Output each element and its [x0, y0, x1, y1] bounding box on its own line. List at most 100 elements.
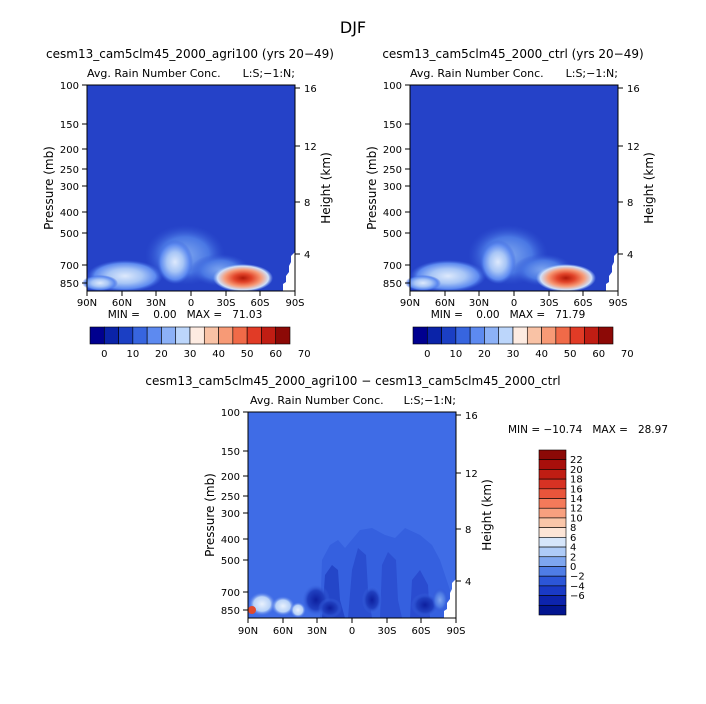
y-tick-label: 700 [60, 261, 79, 272]
colorbar-swatch [246, 326, 262, 345]
stats-text: MIN = 0.00 MAX = 71.79 [431, 309, 586, 321]
y-tick-label: 850 [221, 606, 240, 617]
height-tick-label: 4 [465, 577, 471, 588]
y-tick-label: 400 [221, 535, 240, 546]
colorbar-swatch [203, 326, 219, 345]
colorbar-swatch [469, 326, 485, 345]
colorbar-swatch [569, 326, 585, 345]
y-tick-label: 150 [60, 120, 79, 131]
colorbar-swatch [218, 326, 234, 345]
y-tick-label: 500 [221, 556, 240, 567]
height-tick-label: 4 [627, 250, 633, 261]
x-tick-label: 0 [349, 626, 355, 637]
panel-agri100: cesm13_cam5clm45_2000_agri100 (yrs 20−49… [42, 47, 334, 360]
colorbar-swatch [441, 326, 457, 345]
colorbar-swatch [146, 326, 162, 345]
units-label: L:S;−1:N; [243, 67, 295, 80]
colorbar-label: 4 [570, 543, 576, 554]
colorbar-swatch [526, 326, 542, 345]
colorbar-label: 2 [570, 552, 576, 563]
topography-mask [606, 252, 618, 291]
x-tick-label: 60N [273, 626, 293, 637]
colorbar-swatch [555, 326, 571, 345]
colorbar-label: 10 [449, 349, 462, 360]
x-tick-label: 30S [377, 626, 396, 637]
colorbar-swatch [261, 326, 277, 345]
colorbar-label: 16 [570, 484, 583, 495]
colorbar-swatch [189, 326, 205, 345]
y-axis-left: 100 150 200 250 300 400 500 700 850 Pres… [365, 81, 410, 290]
colorbar-label: 50 [241, 349, 254, 360]
colorbar-swatch [538, 537, 567, 548]
x-axis: 90N 60N 30N 0 30S 60S 90S [400, 291, 628, 309]
colorbar-horizontal: 0 10 20 30 40 50 60 70 [89, 326, 311, 360]
colorbar-label: 70 [298, 349, 311, 360]
colorbar-swatch [584, 326, 600, 345]
height-tick-label: 8 [627, 198, 633, 209]
colorbar-label: 0 [101, 349, 107, 360]
y-axis-left: 100 150 200 250 300 400 500 700 850 Pres… [203, 408, 248, 617]
colorbar-swatch [538, 469, 567, 480]
units-label: L:S;−1:N; [566, 67, 618, 80]
x-tick-label: 60S [573, 298, 592, 309]
x-tick-label: 90S [446, 626, 465, 637]
field-features [405, 225, 596, 292]
x-tick-label: 60N [435, 298, 455, 309]
x-tick-label: 0 [511, 298, 517, 309]
colorbar-label: 0 [570, 562, 576, 573]
colorbar-swatch [275, 326, 291, 345]
colorbar-swatch [538, 566, 567, 577]
colorbar-swatch [538, 546, 567, 558]
topography-mask [444, 579, 456, 618]
colorbar-swatch [538, 449, 567, 461]
colorbar-swatch [132, 326, 148, 345]
y-tick-label: 250 [221, 492, 240, 503]
colorbar-label: 8 [570, 523, 576, 534]
colorbar-swatch [538, 459, 567, 470]
colorbar-swatch [161, 326, 177, 345]
x-axis: 90N 60N 30N 0 30S 60S 90S [238, 618, 466, 637]
x-tick-label: 30N [469, 298, 489, 309]
colorbar-label: 60 [592, 349, 605, 360]
colorbar-label: 20 [478, 349, 491, 360]
y-tick-label: 850 [60, 279, 79, 290]
colorbar-swatch [512, 326, 528, 345]
colorbar-swatch [412, 326, 428, 345]
colorbar-swatch [538, 595, 567, 606]
y-tick-label: 850 [383, 279, 402, 290]
colorbar-swatch [455, 326, 471, 345]
x-tick-label: 90S [608, 298, 627, 309]
x-tick-label: 90S [285, 298, 304, 309]
panel-title: cesm13_cam5clm45_2000_agri100 − cesm13_c… [145, 374, 560, 388]
x-tick-label: 30N [307, 626, 327, 637]
colorbar-label: −2 [570, 572, 585, 583]
colorbar-label: 40 [535, 349, 548, 360]
y-axis-label: Pressure (mb) [365, 146, 379, 230]
colorbar-label: 30 [507, 349, 520, 360]
colorbar-label: 20 [570, 465, 583, 476]
stats-text: MIN = −10.74 MAX = 28.97 [508, 424, 668, 436]
colorbar-swatch [538, 585, 567, 596]
figure-title: DJF [340, 18, 366, 37]
colorbar-swatch [232, 326, 248, 345]
y-tick-label: 400 [60, 208, 79, 219]
x-tick-label: 60N [112, 298, 132, 309]
height-tick-label: 12 [304, 142, 317, 153]
colorbar-swatch [598, 326, 614, 345]
colorbar-swatch [538, 604, 567, 616]
panel-title: cesm13_cam5clm45_2000_agri100 (yrs 20−49… [46, 47, 334, 61]
colorbar-label: −4 [570, 581, 585, 592]
panel-subtitle: Avg. Rain Number Conc. [87, 67, 221, 80]
height-tick-label: 4 [304, 250, 310, 261]
colorbar-swatch [426, 326, 442, 345]
y-tick-label: 700 [221, 588, 240, 599]
colorbar-swatch [484, 326, 500, 345]
height-tick-label: 8 [465, 525, 471, 536]
colorbar-swatch [541, 326, 557, 345]
y-axis-left: 100 150 200 250 300 400 500 700 850 Pres… [42, 81, 87, 290]
colorbar-label: 0 [424, 349, 430, 360]
colorbar-label: 6 [570, 533, 576, 544]
x-tick-label: 60S [250, 298, 269, 309]
field-features [248, 528, 452, 618]
